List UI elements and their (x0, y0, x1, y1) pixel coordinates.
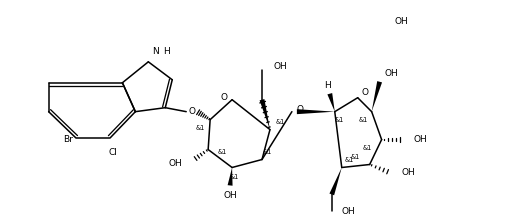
Polygon shape (297, 109, 335, 114)
Text: &1: &1 (334, 117, 343, 123)
Text: &1: &1 (359, 117, 368, 123)
Text: OH: OH (274, 62, 287, 71)
Text: OH: OH (394, 17, 408, 26)
Text: OH: OH (385, 69, 399, 78)
Polygon shape (329, 168, 342, 195)
Text: O: O (189, 107, 196, 116)
Text: OH: OH (402, 168, 415, 177)
Text: &1: &1 (345, 156, 354, 163)
Text: &1: &1 (363, 145, 372, 151)
Text: O: O (297, 105, 304, 114)
Polygon shape (372, 81, 382, 112)
Text: &1: &1 (195, 125, 205, 131)
Text: H: H (324, 81, 331, 90)
Text: OH: OH (223, 191, 237, 200)
Polygon shape (227, 168, 233, 186)
Text: &1: &1 (262, 149, 271, 155)
Text: OH: OH (342, 207, 356, 216)
Text: OH: OH (169, 159, 182, 168)
Polygon shape (260, 99, 270, 130)
Text: N: N (152, 47, 159, 56)
Text: O: O (362, 88, 369, 97)
Text: &1: &1 (276, 119, 284, 125)
Text: O: O (220, 93, 227, 102)
Text: Cl: Cl (108, 148, 117, 157)
Polygon shape (327, 93, 335, 112)
Text: OH: OH (414, 135, 427, 144)
Text: H: H (163, 47, 170, 56)
Text: Br: Br (63, 135, 72, 144)
Text: &1: &1 (218, 149, 227, 155)
Text: &1: &1 (230, 174, 239, 181)
Text: &1: &1 (351, 154, 360, 159)
